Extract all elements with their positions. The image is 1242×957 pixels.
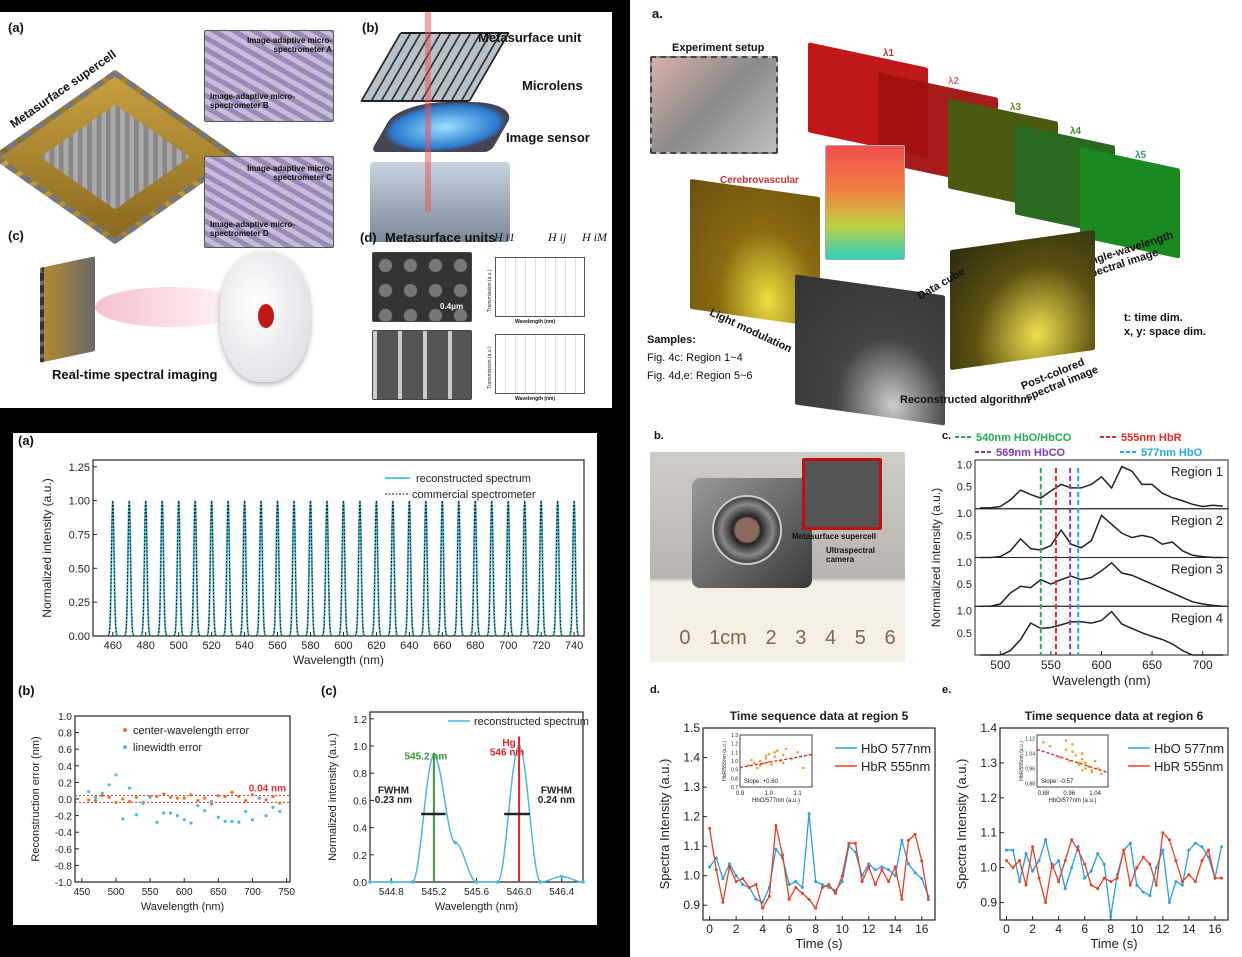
metasurface-units-title: Metasurface units: [385, 230, 496, 245]
image-sensor-block: [370, 162, 510, 242]
reconstructed-algorithm-label: Reconstructed algorithm: [900, 394, 1031, 406]
ruler-mark: 0: [679, 626, 691, 649]
space-dim-label: x, y: space dim.: [1124, 326, 1206, 338]
data-cube: [825, 145, 905, 260]
scale-bar-label: 0.4μm: [440, 302, 464, 311]
sem-square-pattern: [372, 330, 472, 400]
time-dim-label: t: time dim.: [1124, 312, 1183, 324]
experiment-setup-label: Experiment setup: [672, 42, 765, 54]
image-sensor-label: Image sensor: [506, 130, 590, 145]
mini-ylabel-1: Transmission (a.u.): [487, 269, 493, 312]
ruler-mark: 1cm: [709, 626, 747, 649]
realtime-caption: Real-time spectral imaging: [52, 367, 218, 382]
lambda-4-label: λ4: [1070, 126, 1082, 137]
spectrometer-cd-image: [204, 156, 334, 248]
mini-transmission-plot-2: [495, 334, 585, 394]
experiment-setup-photo: [650, 56, 778, 154]
ruler-mark: 2: [765, 626, 777, 649]
light-beam: [425, 12, 431, 212]
ruler-mark: 3: [795, 626, 807, 649]
lambda-1-label: λ1: [883, 48, 895, 59]
camera-label: Ultraspectral camera: [826, 546, 875, 564]
lambda-5-label: λ5: [1135, 150, 1147, 161]
label-d: (d): [360, 230, 377, 245]
post-colored-image: [950, 229, 1095, 371]
samples-region-1-4: Fig. 4c: Region 1~4: [647, 352, 743, 364]
metasurface-unit-label: Metasurface unit: [478, 30, 582, 45]
mini-xlabel-2: Wavelength (nm): [515, 396, 556, 402]
panel-device-illustration: (a) Metasurface supercell Image-adaptive…: [0, 12, 612, 408]
sem-cross-pattern: [372, 252, 472, 322]
h-im-label: H iM: [582, 230, 607, 244]
ruler-mark: 5: [854, 626, 866, 649]
label-right-b: b.: [654, 430, 664, 442]
label-right-c: c.: [942, 430, 952, 442]
supercell-label: Metasurface supercell: [792, 532, 877, 541]
samples-region-5-6: Fig. 4d,e: Region 5~6: [647, 370, 753, 382]
ruler: 0 1cm 2 3 4 5 6: [670, 620, 905, 656]
lambda-3-label: λ3: [1010, 102, 1022, 113]
label-right-e: e.: [942, 684, 952, 696]
lambda-2-label: λ2: [948, 76, 960, 87]
ruler-mark: 6: [884, 626, 896, 649]
label-chart-b: (b): [18, 683, 35, 698]
h-ij-label: H ij: [548, 230, 567, 244]
camera-lens: [712, 495, 782, 565]
supercell-closeup: [802, 458, 882, 530]
label-chart-a: (a): [18, 433, 34, 448]
label-chart-c: (c): [321, 683, 337, 698]
chip-side-illustration: [40, 256, 95, 363]
panel-spectrometer-validation: (a) (b) (c): [13, 433, 597, 925]
microlens-layer: [370, 102, 520, 152]
label-c: (c): [8, 228, 24, 243]
cerebrovascular-label: Cerebrovascular: [720, 175, 799, 186]
label-a: (a): [8, 20, 24, 35]
spectrometer-a-label: Image-adaptive micro-spectrometer A: [247, 36, 332, 54]
label-b: (b): [362, 20, 379, 35]
label-right-a: a.: [652, 6, 663, 21]
spectrometer-b-label: Image-adaptive micro-spectrometer B: [210, 92, 295, 110]
spectrometer-d-label: Image-adaptive micro-spectrometer D: [210, 220, 295, 238]
microlens-label: Microlens: [522, 78, 583, 93]
h-i1-label: H i1: [494, 230, 515, 244]
spectrometer-c-label: Image-adaptive micro-spectrometer C: [247, 164, 332, 182]
mouse-brain-spot: [258, 304, 274, 328]
panel-in-vivo-imaging: a. Experiment setup λ1 λ2 λ3 λ4 λ5 Singl…: [630, 0, 1242, 957]
samples-label: Samples:: [647, 334, 696, 346]
mini-ylabel-2: Transmission (a.u.): [487, 346, 493, 389]
spectrometer-ab-image: [204, 30, 334, 122]
label-right-d: d.: [650, 684, 660, 696]
ruler-mark: 4: [824, 626, 837, 649]
mini-xlabel-1: Wavelength (nm): [515, 319, 556, 325]
mini-transmission-plot-1: [495, 257, 585, 317]
